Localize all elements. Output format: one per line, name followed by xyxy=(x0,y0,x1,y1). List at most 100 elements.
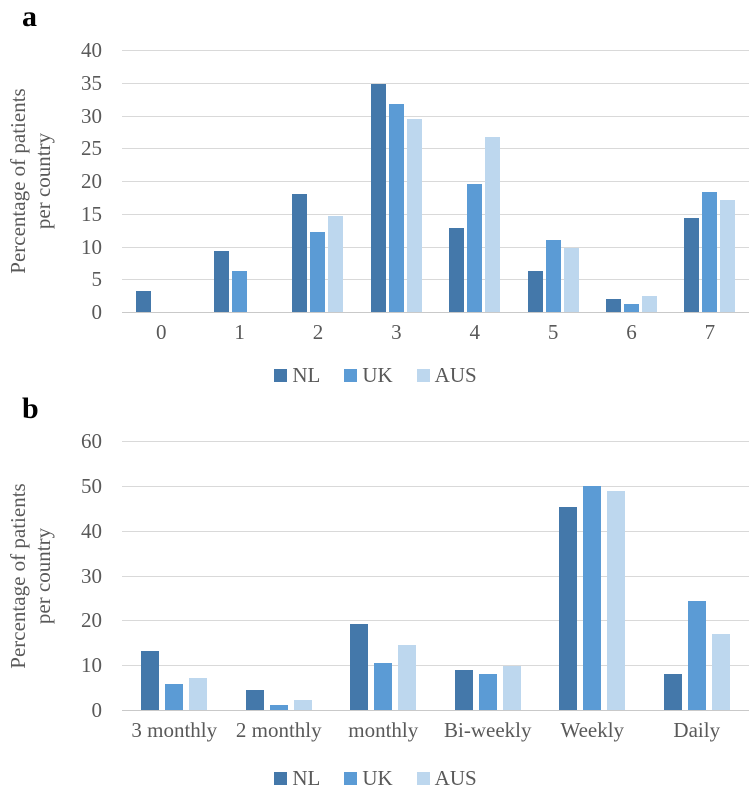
bar-aus-bi-weekly xyxy=(502,666,521,710)
bar-aus-7 xyxy=(720,200,736,312)
y-tick-label: 60 xyxy=(81,429,102,453)
gridline xyxy=(122,181,749,182)
legend-label: NL xyxy=(292,766,321,790)
bar-aus-2 xyxy=(328,215,344,312)
bar-nl-0 xyxy=(135,291,151,312)
legend-item-nl: NL xyxy=(274,766,320,791)
bar-nl-bi-weekly xyxy=(454,669,473,710)
bar-aus-weekly xyxy=(607,491,626,710)
bar-nl-4 xyxy=(449,228,465,312)
bar-nl-7 xyxy=(684,217,700,312)
legend-item-uk: UK xyxy=(344,363,393,388)
y-axis-ticks: 40 35 30 25 20 15 10 5 0 xyxy=(0,0,104,392)
x-axis-line xyxy=(122,710,749,711)
bar-uk-2-monthly xyxy=(269,705,288,710)
panel-b: b Percentage of patients per country 60 5… xyxy=(0,392,751,802)
x-tick-label: 2 xyxy=(312,320,324,344)
legend-item-aus: AUS xyxy=(416,766,477,791)
plot-area xyxy=(122,441,749,711)
legend-label: NL xyxy=(292,363,321,387)
gridline xyxy=(122,665,749,666)
gridline xyxy=(122,441,749,442)
gridline xyxy=(122,116,749,117)
x-tick-label: Daily xyxy=(673,718,721,742)
plot-area xyxy=(122,50,749,313)
legend-label: UK xyxy=(362,363,393,387)
gridline xyxy=(122,247,749,248)
gridline xyxy=(122,620,749,621)
bar-aus-monthly xyxy=(398,644,417,710)
bar-aus-6 xyxy=(641,295,657,312)
legend-swatch-icon xyxy=(344,369,358,382)
y-tick-label: 25 xyxy=(81,136,102,161)
panel-a: a Percentage of patients per country 40 3… xyxy=(0,0,751,392)
y-tick-label: 0 xyxy=(91,698,103,722)
bar-uk-daily xyxy=(687,601,706,710)
x-tick-label: 4 xyxy=(469,320,480,344)
x-tick-label: Bi-weekly xyxy=(444,718,532,742)
bar-groups xyxy=(122,441,749,710)
bar-group-2-monthly xyxy=(227,441,332,710)
y-tick-label: 50 xyxy=(81,473,102,498)
y-tick-label: 5 xyxy=(91,267,103,292)
x-tick-label: 1 xyxy=(234,320,245,344)
panel-b-label: b xyxy=(22,392,39,425)
legend-swatch-icon xyxy=(274,772,288,785)
bar-aus-3 xyxy=(406,119,422,312)
bar-aus-daily xyxy=(711,633,730,710)
gridline xyxy=(122,83,749,84)
bar-nl-2 xyxy=(292,194,308,312)
y-tick-label: 40 xyxy=(81,38,102,62)
gridline xyxy=(122,148,749,149)
bar-group-4 xyxy=(436,50,514,312)
bar-uk-5 xyxy=(545,239,561,312)
y-tick-label: 15 xyxy=(81,201,102,226)
x-tick-label: 3 xyxy=(391,320,402,344)
gridline xyxy=(122,279,749,280)
legend-swatch-icon xyxy=(274,369,288,382)
bar-nl-monthly xyxy=(350,623,369,710)
bar-group-6 xyxy=(592,50,670,312)
legend: NL UK AUS xyxy=(0,363,751,388)
x-tick-label: 5 xyxy=(547,320,559,344)
bar-group-1 xyxy=(200,50,278,312)
bar-group-daily xyxy=(645,441,750,710)
y-tick-label: 10 xyxy=(81,653,102,678)
gridline xyxy=(122,576,749,577)
x-tick-label: 6 xyxy=(626,320,637,344)
bar-uk-bi-weekly xyxy=(478,674,497,710)
bar-aus-5 xyxy=(563,247,579,312)
x-tick-label: 7 xyxy=(704,320,716,344)
bar-nl-6 xyxy=(605,298,621,312)
bar-uk-6 xyxy=(623,303,639,312)
bar-nl-2-monthly xyxy=(245,689,264,710)
bar-nl-weekly xyxy=(559,506,578,710)
bar-uk-3-monthly xyxy=(165,684,184,710)
legend-swatch-icon xyxy=(416,369,430,382)
legend-item-uk: UK xyxy=(344,766,393,791)
x-tick-label: 3 monthly xyxy=(131,718,218,742)
x-axis-labels: 0 1 2 3 4 5 6 7 xyxy=(122,320,749,345)
legend-swatch-icon xyxy=(416,772,430,785)
bar-group-3-monthly xyxy=(122,441,227,710)
bar-nl-5 xyxy=(527,271,543,312)
y-tick-label: 20 xyxy=(81,608,102,633)
y-tick-label: 20 xyxy=(81,169,102,193)
legend-item-aus: AUS xyxy=(416,363,477,388)
x-axis-line xyxy=(122,312,749,313)
gridline xyxy=(122,486,749,487)
bar-group-bi-weekly xyxy=(436,441,541,710)
y-tick-label: 0 xyxy=(91,300,103,324)
bar-uk-3 xyxy=(388,103,404,312)
bar-uk-2 xyxy=(310,232,326,312)
x-tick-label: Weekly xyxy=(560,718,625,742)
bar-group-2 xyxy=(279,50,357,312)
panel-a-label: a xyxy=(22,0,37,33)
bar-groups xyxy=(122,50,749,312)
legend-item-nl: NL xyxy=(274,363,320,388)
bar-uk-weekly xyxy=(583,485,602,710)
bar-aus-3-monthly xyxy=(189,677,208,710)
bar-nl-daily xyxy=(663,673,682,710)
y-tick-label: 40 xyxy=(81,518,102,543)
